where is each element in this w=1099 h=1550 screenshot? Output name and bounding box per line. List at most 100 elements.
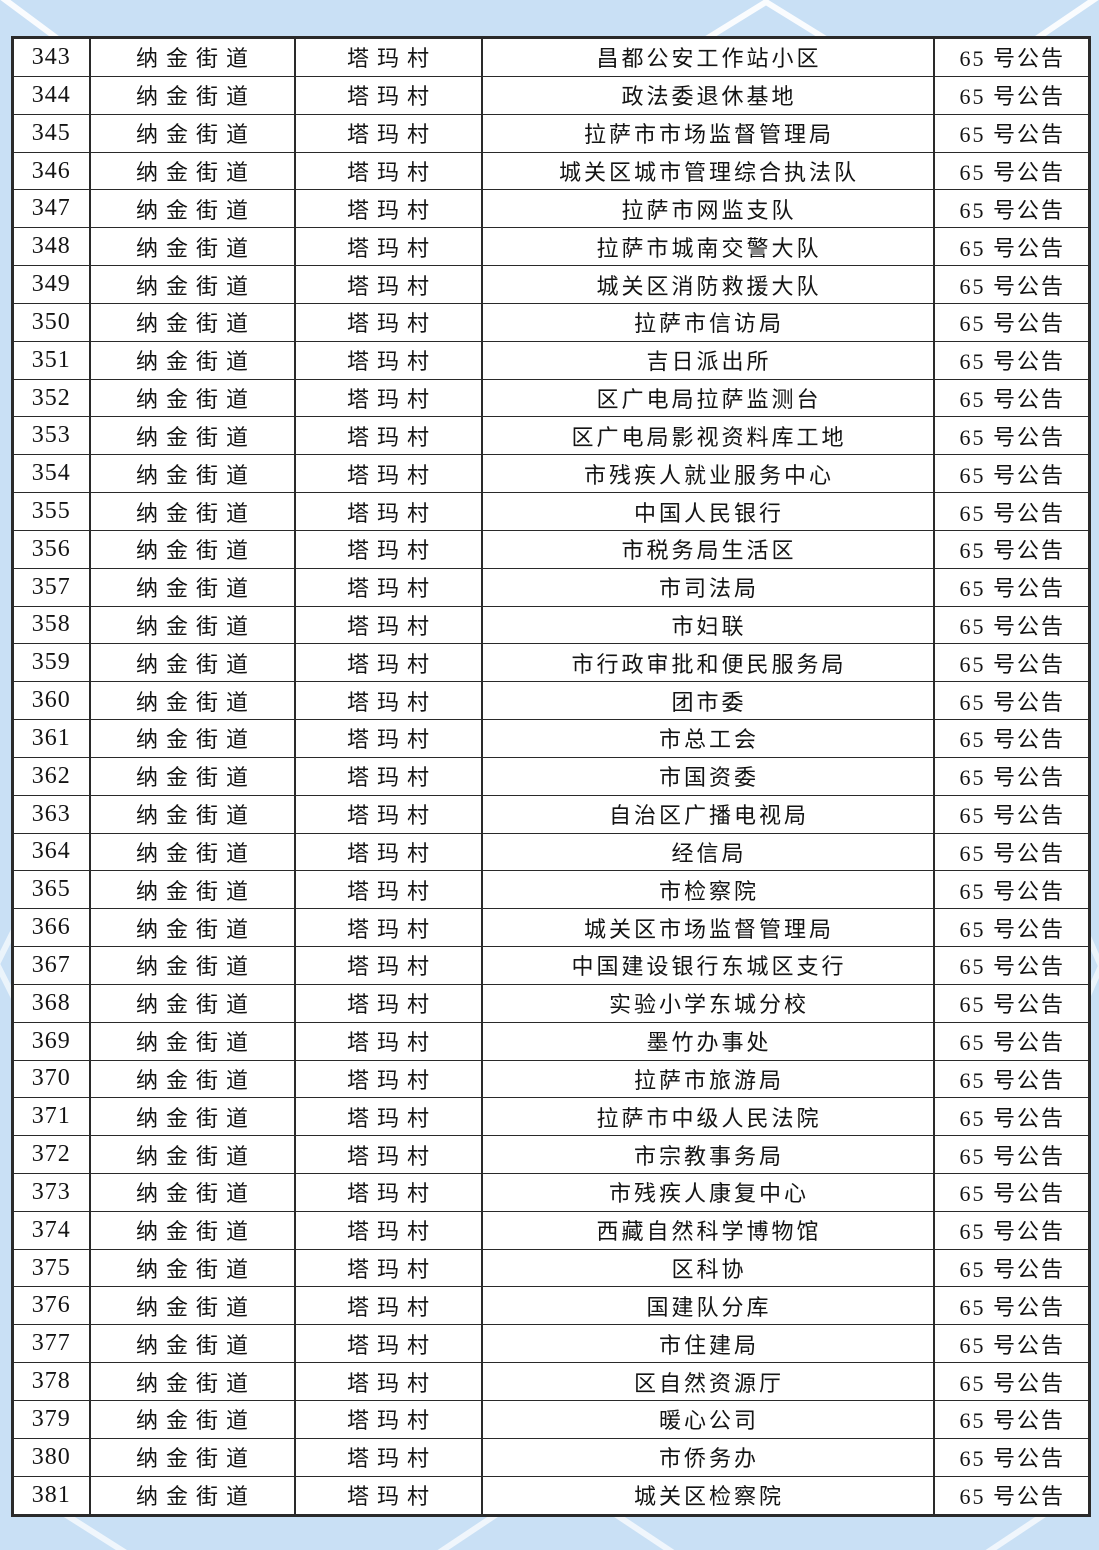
table-row: 348 纳金街道 塔玛村 拉萨市城南交警大队 65 号公告 xyxy=(11,227,1091,267)
site-name-cell: 城关区检察院 xyxy=(480,1475,935,1517)
table-row: 354 纳金街道 塔玛村 市残疾人就业服务中心 65 号公告 xyxy=(11,454,1091,494)
site-name-cell: 拉萨市市场监督管理局 xyxy=(480,113,935,153)
village-cell: 塔玛村 xyxy=(293,340,483,380)
street-cell: 纳金街道 xyxy=(88,1097,296,1137)
village-cell: 塔玛村 xyxy=(293,302,483,342)
street-cell: 纳金街道 xyxy=(88,870,296,910)
street-cell: 纳金街道 xyxy=(88,1248,296,1288)
serial-number-cell: 375 xyxy=(11,1248,91,1288)
table-row: 373 纳金街道 塔玛村 市残疾人康复中心 65 号公告 xyxy=(11,1173,1091,1212)
announcement-cell: 65 号公告 xyxy=(932,1021,1091,1061)
serial-number-cell: 378 xyxy=(11,1362,91,1401)
serial-number-cell: 368 xyxy=(11,983,91,1023)
announcement-cell: 65 号公告 xyxy=(932,113,1091,153)
site-name-cell: 市税务局生活区 xyxy=(480,529,935,569)
street-cell: 纳金街道 xyxy=(88,946,296,985)
table-row: 372 纳金街道 塔玛村 市宗教事务局 65 号公告 xyxy=(11,1135,1091,1174)
site-name-cell: 拉萨市城南交警大队 xyxy=(480,227,935,267)
table-row: 381 纳金街道 塔玛村 城关区检察院 65 号公告 xyxy=(11,1475,1091,1517)
site-name-cell: 政法委退休基地 xyxy=(480,75,935,115)
village-cell: 塔玛村 xyxy=(293,227,483,267)
site-name-cell: 国建队分库 xyxy=(480,1286,935,1326)
street-cell: 纳金街道 xyxy=(88,794,296,834)
announcement-cell: 65 号公告 xyxy=(932,1173,1091,1212)
site-name-cell: 拉萨市旅游局 xyxy=(480,1059,935,1099)
table-row: 359 纳金街道 塔玛村 市行政审批和便民服务局 65 号公告 xyxy=(11,643,1091,683)
announcement-cell: 65 号公告 xyxy=(932,605,1091,645)
site-name-cell: 市残疾人就业服务中心 xyxy=(480,454,935,494)
site-name-cell: 市宗教事务局 xyxy=(480,1135,935,1174)
serial-number-cell: 365 xyxy=(11,870,91,910)
site-name-cell: 市国资委 xyxy=(480,756,935,796)
street-cell: 纳金街道 xyxy=(88,983,296,1023)
serial-number-cell: 350 xyxy=(11,302,91,342)
street-cell: 纳金街道 xyxy=(88,113,296,153)
announcement-cell: 65 号公告 xyxy=(932,756,1091,796)
announcement-cell: 65 号公告 xyxy=(932,870,1091,910)
table-row: 378 纳金街道 塔玛村 区自然资源厅 65 号公告 xyxy=(11,1362,1091,1401)
street-cell: 纳金街道 xyxy=(88,1135,296,1174)
serial-number-cell: 364 xyxy=(11,832,91,872)
serial-number-cell: 377 xyxy=(11,1324,91,1364)
announcement-cell: 65 号公告 xyxy=(932,340,1091,380)
announcement-cell: 65 号公告 xyxy=(932,908,1091,948)
serial-number-cell: 352 xyxy=(11,378,91,418)
street-cell: 纳金街道 xyxy=(88,529,296,569)
table-row: 364 纳金街道 塔玛村 经信局 65 号公告 xyxy=(11,832,1091,872)
table-row: 367 纳金街道 塔玛村 中国建设银行东城区支行 65 号公告 xyxy=(11,946,1091,985)
serial-number-cell: 348 xyxy=(11,227,91,267)
village-cell: 塔玛村 xyxy=(293,870,483,910)
village-cell: 塔玛村 xyxy=(293,567,483,607)
village-cell: 塔玛村 xyxy=(293,1362,483,1401)
announcement-cell: 65 号公告 xyxy=(932,1059,1091,1099)
site-name-cell: 市司法局 xyxy=(480,567,935,607)
village-cell: 塔玛村 xyxy=(293,719,483,758)
site-name-cell: 城关区城市管理综合执法队 xyxy=(480,151,935,191)
announcement-cell: 65 号公告 xyxy=(932,719,1091,758)
village-cell: 塔玛村 xyxy=(293,946,483,985)
village-cell: 塔玛村 xyxy=(293,681,483,721)
site-name-cell: 区广电局影视资料库工地 xyxy=(480,416,935,456)
street-cell: 纳金街道 xyxy=(88,416,296,456)
table-row: 353 纳金街道 塔玛村 区广电局影视资料库工地 65 号公告 xyxy=(11,416,1091,456)
serial-number-cell: 351 xyxy=(11,340,91,380)
serial-number-cell: 355 xyxy=(11,492,91,531)
announcement-cell: 65 号公告 xyxy=(932,794,1091,834)
site-name-cell: 拉萨市网监支队 xyxy=(480,189,935,229)
site-name-cell: 区广电局拉萨监测台 xyxy=(480,378,935,418)
table-row: 366 纳金街道 塔玛村 城关区市场监督管理局 65 号公告 xyxy=(11,908,1091,948)
announcement-cell: 65 号公告 xyxy=(932,1286,1091,1326)
site-name-cell: 西藏自然科学博物馆 xyxy=(480,1210,935,1250)
village-cell: 塔玛村 xyxy=(293,75,483,115)
street-cell: 纳金街道 xyxy=(88,832,296,872)
street-cell: 纳金街道 xyxy=(88,1324,296,1364)
site-name-cell: 实验小学东城分校 xyxy=(480,983,935,1023)
table-row: 343 纳金街道 塔玛村 昌都公安工作站小区 65 号公告 xyxy=(11,37,1091,77)
street-cell: 纳金街道 xyxy=(88,1437,296,1477)
serial-number-cell: 359 xyxy=(11,643,91,683)
table-row: 362 纳金街道 塔玛村 市国资委 65 号公告 xyxy=(11,756,1091,796)
table-row: 369 纳金街道 塔玛村 墨竹办事处 65 号公告 xyxy=(11,1021,1091,1061)
table-row: 379 纳金街道 塔玛村 暖心公司 65 号公告 xyxy=(11,1399,1091,1439)
table-row: 375 纳金街道 塔玛村 区科协 65 号公告 xyxy=(11,1248,1091,1288)
village-cell: 塔玛村 xyxy=(293,794,483,834)
serial-number-cell: 353 xyxy=(11,416,91,456)
serial-number-cell: 347 xyxy=(11,189,91,229)
table-body: 343 纳金街道 塔玛村 昌都公安工作站小区 65 号公告 344 纳金街道 塔玛村 政法委退休… xyxy=(11,37,1091,1517)
site-name-cell: 市总工会 xyxy=(480,719,935,758)
table-row: 376 纳金街道 塔玛村 国建队分库 65 号公告 xyxy=(11,1286,1091,1326)
serial-number-cell: 343 xyxy=(11,37,91,77)
serial-number-cell: 379 xyxy=(11,1399,91,1439)
street-cell: 纳金街道 xyxy=(88,302,296,342)
village-cell: 塔玛村 xyxy=(293,1475,483,1517)
announcement-cell: 65 号公告 xyxy=(932,1475,1091,1517)
announcement-cell: 65 号公告 xyxy=(932,1097,1091,1137)
site-name-cell: 区科协 xyxy=(480,1248,935,1288)
serial-number-cell: 354 xyxy=(11,454,91,494)
site-name-cell: 墨竹办事处 xyxy=(480,1021,935,1061)
village-cell: 塔玛村 xyxy=(293,416,483,456)
street-cell: 纳金街道 xyxy=(88,756,296,796)
site-name-cell: 区自然资源厅 xyxy=(480,1362,935,1401)
table-row: 370 纳金街道 塔玛村 拉萨市旅游局 65 号公告 xyxy=(11,1059,1091,1099)
announcement-cell: 65 号公告 xyxy=(932,1399,1091,1439)
